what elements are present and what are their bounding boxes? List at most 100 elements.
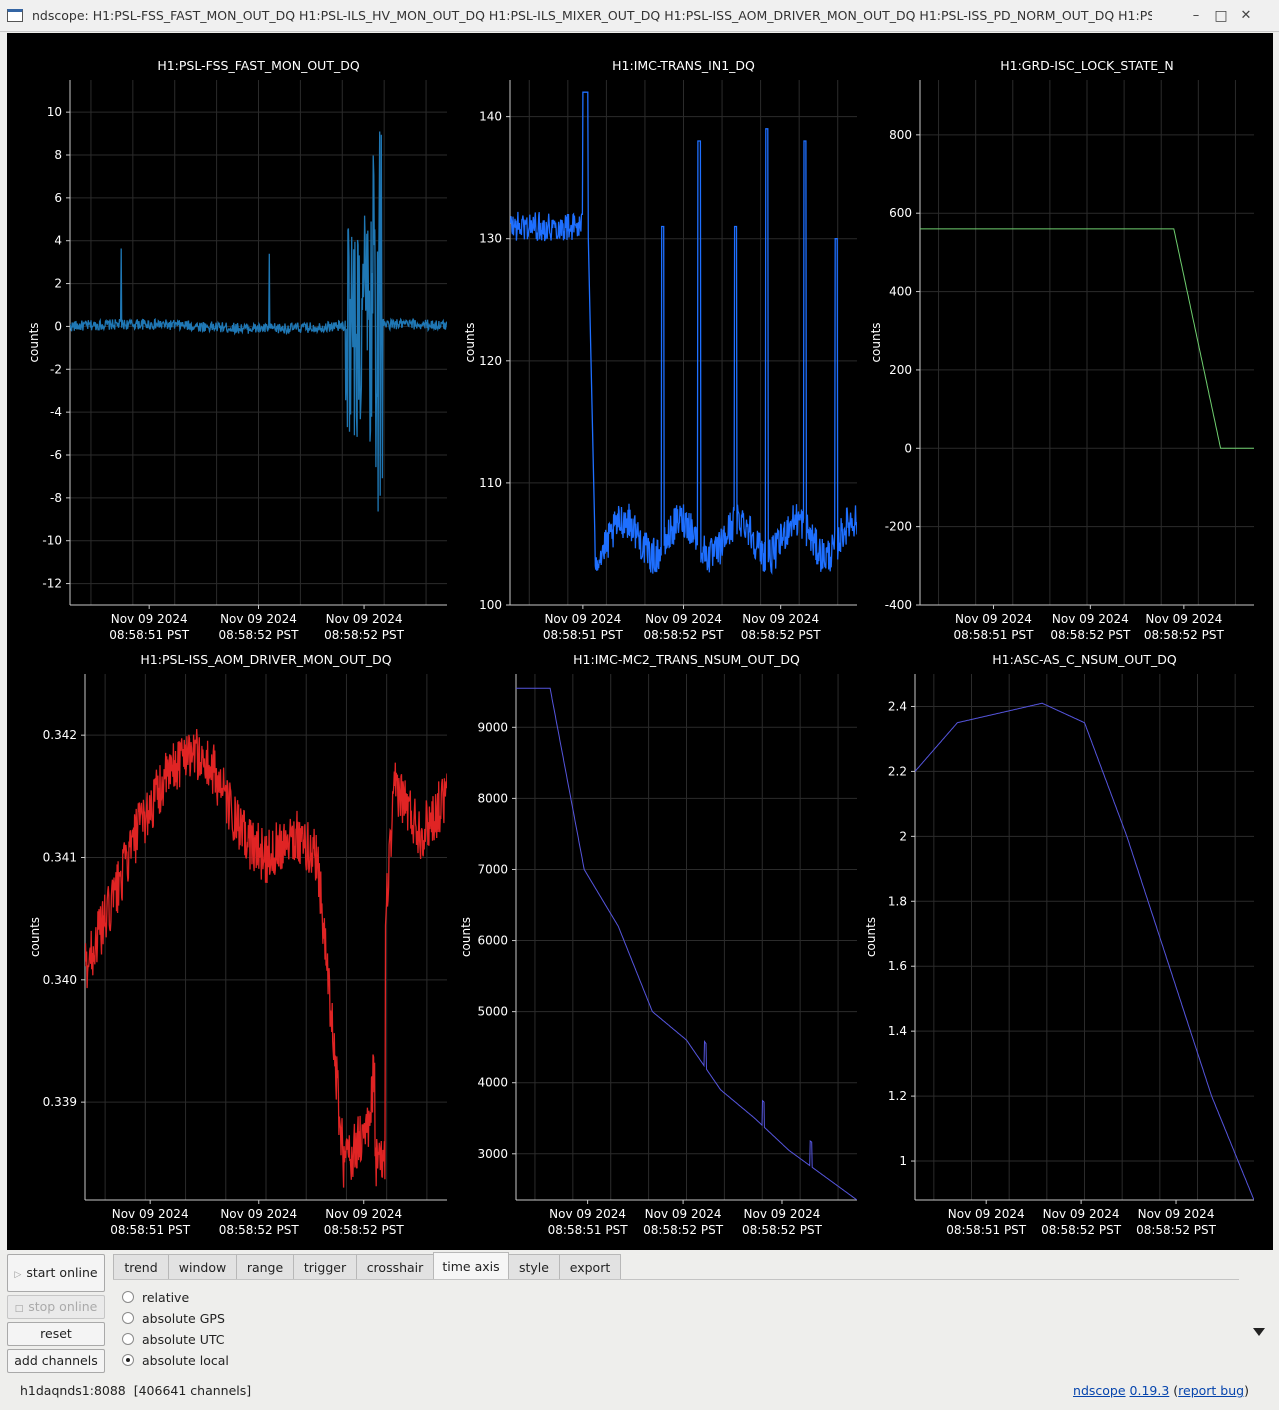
status-bar: h1daqnds1:8088 [406641 channels] bbox=[20, 1383, 251, 1398]
x-tick-time: 08:58:52 PST bbox=[741, 628, 822, 642]
plot-panel-2[interactable]: H1:IMC-TRANS_IN1_DQ 140 130 120 110 100 counts… bbox=[463, 58, 857, 642]
y-tick-label: 4 bbox=[54, 234, 62, 248]
tab-trigger[interactable]: trigger bbox=[293, 1254, 357, 1279]
x-tick-date: Nov 09 2024 bbox=[544, 612, 621, 626]
y-tick-label: 10 bbox=[47, 105, 62, 119]
x-tick-time: 08:58:51 PST bbox=[954, 628, 1035, 642]
stop-icon: □ bbox=[14, 1304, 24, 1314]
y-tick-label: 9000 bbox=[477, 720, 508, 734]
plot-panel-6[interactable]: H1:ASC-AS_C_NSUM_OUT_DQ 2.4 2.2 2 1.8 1.6 1.4 1… bbox=[864, 652, 1254, 1237]
x-tick-time: 08:58:52 PST bbox=[1144, 628, 1225, 642]
plot-title: H1:IMC-TRANS_IN1_DQ bbox=[612, 58, 755, 73]
x-tick-date: Nov 09 2024 bbox=[112, 1207, 189, 1221]
y-tick-label: 0 bbox=[904, 441, 912, 455]
y-tick-label: 1.2 bbox=[888, 1089, 907, 1103]
x-tick-time: 08:58:51 PST bbox=[109, 628, 190, 642]
y-tick-label: 2 bbox=[54, 277, 62, 291]
radio-absolute-utc-indicator bbox=[122, 1333, 134, 1345]
x-tick-date: Nov 09 2024 bbox=[1145, 612, 1222, 626]
y-tick-label: 100 bbox=[479, 598, 502, 612]
y-tick-label: 1.4 bbox=[888, 1024, 907, 1038]
plot-panel-4[interactable]: H1:PSL-ISS_AOM_DRIVER_MON_OUT_DQ 0.342 0.3… bbox=[28, 652, 447, 1237]
y-tick-label: 140 bbox=[479, 110, 502, 124]
y-tick-label: 0.340 bbox=[43, 973, 77, 987]
stop-online-button[interactable]: □ stop online bbox=[7, 1295, 105, 1319]
y-tick-label: 1.8 bbox=[888, 894, 907, 908]
expand-arrow-icon[interactable] bbox=[1253, 1328, 1265, 1336]
y-tick-label: 0 bbox=[54, 319, 62, 333]
y-tick-label: -400 bbox=[885, 598, 912, 612]
tab-range[interactable]: range bbox=[236, 1254, 294, 1279]
y-tick-label: -200 bbox=[885, 520, 912, 534]
tab-time-axis[interactable]: time axis bbox=[433, 1252, 509, 1279]
y-tick-label: 7000 bbox=[477, 862, 508, 876]
report-bug-link[interactable]: report bug bbox=[1178, 1383, 1245, 1398]
y-tick-label: 1.6 bbox=[888, 959, 907, 973]
y-tick-label: -12 bbox=[42, 577, 62, 591]
x-tick-time: 08:58:51 PST bbox=[946, 1223, 1027, 1237]
plot-grid[interactable]: H1:PSL-FSS_FAST_MON_OUT_DQ 10 8 6 4 2 0 -2 -4 -6-… bbox=[7, 33, 1273, 1250]
x-tick-date: Nov 09 2024 bbox=[326, 612, 403, 626]
x-tick-time: 08:58:51 PST bbox=[548, 1223, 629, 1237]
y-axis-label: counts bbox=[463, 322, 477, 362]
tab-crosshair[interactable]: crosshair bbox=[356, 1254, 434, 1279]
x-tick-time: 08:58:52 PST bbox=[219, 1223, 300, 1237]
start-online-button[interactable]: ▷ start online bbox=[7, 1254, 105, 1292]
x-tick-date: Nov 09 2024 bbox=[742, 612, 819, 626]
series-line bbox=[920, 228, 1254, 449]
nds-server: h1daqnds1:8088 bbox=[20, 1383, 126, 1398]
x-tick-date: Nov 09 2024 bbox=[111, 612, 188, 626]
y-tick-label: 4000 bbox=[477, 1076, 508, 1090]
series-line bbox=[516, 687, 857, 1200]
series-line bbox=[510, 91, 857, 575]
x-tick-time: 08:58:52 PST bbox=[1050, 628, 1131, 642]
ndscope-link[interactable]: ndscope bbox=[1073, 1383, 1126, 1398]
y-tick-label: 800 bbox=[889, 128, 912, 142]
y-tick-label: 6 bbox=[54, 191, 62, 205]
radio-absolute-gps-indicator bbox=[122, 1312, 134, 1324]
reset-button[interactable]: reset bbox=[7, 1322, 105, 1346]
y-tick-label: 2 bbox=[899, 829, 907, 843]
close-icon[interactable]: ✕ bbox=[1240, 8, 1252, 23]
tab-trend[interactable]: trend bbox=[113, 1254, 169, 1279]
version-link[interactable]: 0.19.3 bbox=[1129, 1383, 1170, 1398]
y-axis-label: counts bbox=[864, 917, 878, 957]
tab-style[interactable]: style bbox=[508, 1254, 560, 1279]
x-tick-date: Nov 09 2024 bbox=[1052, 612, 1129, 626]
x-tick-date: Nov 09 2024 bbox=[955, 612, 1032, 626]
x-tick-time: 08:58:52 PST bbox=[643, 1223, 724, 1237]
radio-absolute-local-indicator bbox=[122, 1354, 134, 1366]
maximize-icon[interactable]: □ bbox=[1214, 8, 1228, 24]
minimize-icon[interactable]: – bbox=[1192, 8, 1200, 23]
tab-window[interactable]: window bbox=[168, 1254, 237, 1279]
channel-count: [406641 channels] bbox=[133, 1383, 252, 1398]
x-tick-time: 08:58:52 PST bbox=[1041, 1223, 1122, 1237]
plots-canvas[interactable]: H1:PSL-FSS_FAST_MON_OUT_DQ1086420-2-4-6-… bbox=[7, 33, 1273, 1250]
y-tick-label: 200 bbox=[889, 363, 912, 377]
plot-panel-1[interactable]: H1:PSL-FSS_FAST_MON_OUT_DQ 10 8 6 4 2 0 -2 -4 -6 -… bbox=[27, 58, 447, 642]
y-tick-label: -10 bbox=[42, 534, 62, 548]
y-tick-label: 0.342 bbox=[43, 728, 77, 742]
x-tick-date: Nov 09 2024 bbox=[645, 612, 722, 626]
play-icon: ▷ bbox=[14, 1270, 22, 1280]
x-tick-time: 08:58:52 PST bbox=[219, 628, 300, 642]
plot-panel-5[interactable]: H1:IMC-MC2_TRANS_NSUM_OUT_DQ 9000 8000 7000… bbox=[459, 652, 857, 1237]
y-tick-label: 1 bbox=[899, 1154, 907, 1168]
add-channels-button[interactable]: add channels bbox=[7, 1349, 105, 1373]
tab-export[interactable]: export bbox=[559, 1254, 621, 1279]
tab-divider bbox=[113, 1279, 1239, 1280]
x-tick-date: Nov 09 2024 bbox=[744, 1207, 821, 1221]
y-tick-label: 130 bbox=[479, 232, 502, 246]
x-tick-date: Nov 09 2024 bbox=[645, 1207, 722, 1221]
y-tick-label: 110 bbox=[479, 476, 502, 490]
series-line bbox=[915, 702, 1254, 1200]
y-tick-label: 600 bbox=[889, 206, 912, 220]
x-tick-time: 08:58:52 PST bbox=[742, 1223, 823, 1237]
y-tick-label: 0.341 bbox=[43, 850, 77, 864]
plot-panel-3[interactable]: H1:GRD-ISC_LOCK_STATE_N 800 600 400 200 0 -200… bbox=[869, 58, 1254, 642]
x-tick-date: Nov 09 2024 bbox=[549, 1207, 626, 1221]
y-axis-label: counts bbox=[459, 917, 473, 957]
plot-title: H1:PSL-FSS_FAST_MON_OUT_DQ bbox=[157, 58, 360, 73]
x-tick-date: Nov 09 2024 bbox=[325, 1207, 402, 1221]
x-tick-date: Nov 09 2024 bbox=[948, 1207, 1025, 1221]
